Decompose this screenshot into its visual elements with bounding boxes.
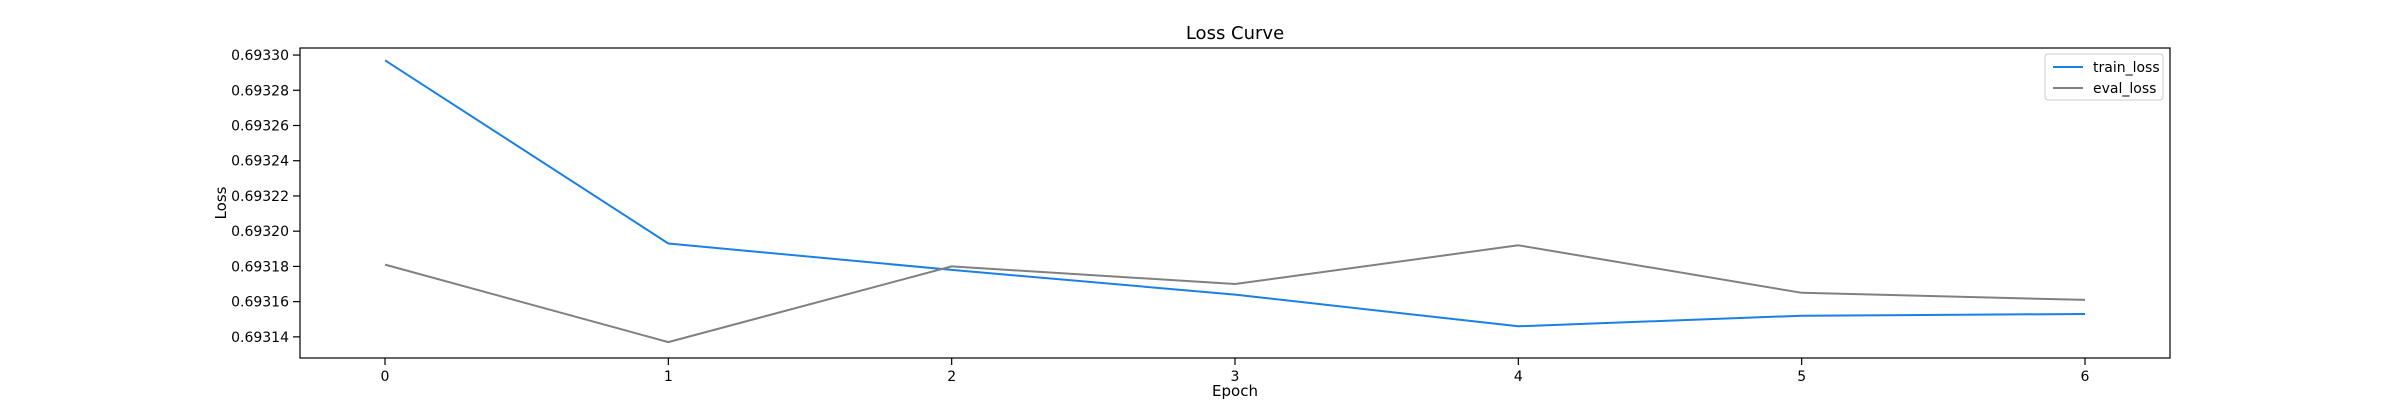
x-tick-label: 2 <box>947 369 956 385</box>
y-tick-label: 0.69324 <box>231 154 289 170</box>
x-tick-label: 6 <box>2081 369 2090 385</box>
y-tick-label: 0.69320 <box>231 224 289 240</box>
y-tick-label: 0.69318 <box>231 259 289 275</box>
y-tick-label: 0.69328 <box>231 83 289 99</box>
x-tick-label: 1 <box>664 369 673 385</box>
series-lines <box>384 59 2086 344</box>
y-tick-label: 0.69316 <box>231 295 289 311</box>
x-axis-label: Epoch <box>1212 382 1258 400</box>
x-tick-label: 3 <box>1231 369 1240 385</box>
x-axis-ticks: 0 1 2 3 4 5 6 <box>381 358 2090 385</box>
y-tick-label: 0.69330 <box>231 48 289 64</box>
legend: train_loss eval_loss <box>2044 53 2164 101</box>
y-tick-label: 0.69314 <box>231 330 289 346</box>
legend-label-eval-loss: eval_loss <box>2093 81 2156 97</box>
x-tick-label: 0 <box>381 369 390 385</box>
series-line-train-loss <box>384 59 2086 328</box>
x-tick-label: 4 <box>1514 369 1523 385</box>
plot-area <box>299 47 2171 359</box>
chart-title: Loss Curve <box>1186 23 1284 44</box>
legend-label-train-loss: train_loss <box>2093 60 2160 76</box>
y-axis-label: Loss <box>212 186 230 219</box>
y-tick-label: 0.69326 <box>231 119 289 135</box>
y-tick-label: 0.69322 <box>231 189 289 205</box>
x-tick-label: 5 <box>1797 369 1806 385</box>
series-line-eval-loss <box>384 244 2086 344</box>
y-axis-ticks: 0.69314 0.69316 0.69318 0.69320 0.69322 0.693… <box>231 48 300 346</box>
